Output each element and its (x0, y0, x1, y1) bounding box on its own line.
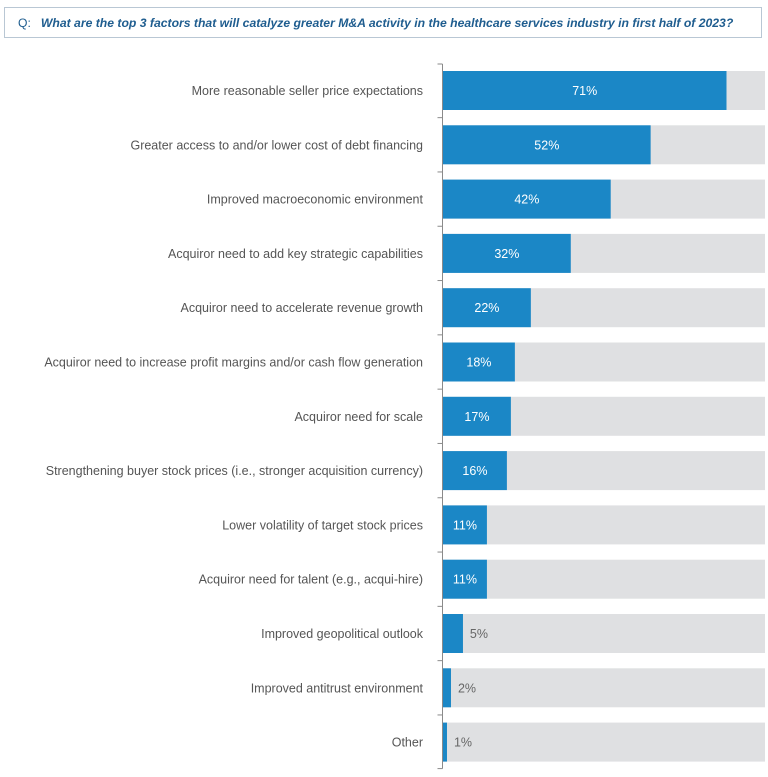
value-label: 32% (494, 247, 519, 261)
bar-track (443, 505, 765, 545)
category-label: Lower volatility of target stock prices (222, 518, 423, 532)
category-label: Other (392, 736, 423, 750)
category-label: Greater access to and/or lower cost of d… (130, 138, 423, 152)
value-label: 18% (466, 356, 491, 370)
category-label: Improved macroeconomic environment (207, 193, 424, 207)
bar (443, 722, 447, 762)
bar (443, 614, 463, 653)
question-box: Q: What are the top 3 factors that will … (4, 7, 762, 38)
value-label: 2% (458, 681, 476, 695)
value-label: 11% (453, 573, 477, 587)
bar (443, 559, 487, 599)
category-label: Acquiror need to increase profit margins… (44, 356, 423, 370)
value-label: 71% (572, 84, 597, 98)
category-label: Strengthening buyer stock prices (i.e., … (46, 464, 423, 478)
category-label: Acquiror need for talent (e.g., acqui-hi… (199, 573, 423, 587)
bar-track (443, 559, 765, 599)
value-label: 52% (534, 138, 559, 152)
question-text: What are the top 3 factors that will cat… (40, 15, 734, 30)
value-label: 11% (453, 518, 477, 532)
bar (443, 179, 611, 219)
bar (443, 233, 571, 273)
bar-track (443, 722, 765, 762)
bar (443, 342, 515, 382)
bar (443, 288, 531, 328)
value-label: 5% (470, 627, 488, 641)
bar (443, 125, 651, 165)
value-label: 16% (462, 464, 487, 478)
value-label: 42% (514, 193, 539, 207)
bar (443, 505, 487, 545)
category-label: Acquiror need for scale (294, 410, 423, 424)
category-label: Acquiror need to add key strategic capab… (168, 247, 423, 261)
bar-track (443, 614, 765, 653)
bar (443, 396, 511, 436)
bar (443, 668, 451, 708)
category-label: Improved antitrust environment (251, 681, 424, 695)
value-label: 17% (464, 410, 489, 424)
bar (443, 451, 507, 491)
value-label: 1% (454, 736, 472, 750)
question-prefix: Q: (18, 15, 31, 30)
bar-track (443, 668, 765, 708)
category-label: Acquiror need to accelerate revenue grow… (180, 301, 423, 315)
value-label: 22% (474, 301, 499, 315)
category-label: More reasonable seller price expectation… (192, 84, 423, 98)
category-label: Improved geopolitical outlook (261, 627, 424, 641)
bar (443, 71, 727, 110)
